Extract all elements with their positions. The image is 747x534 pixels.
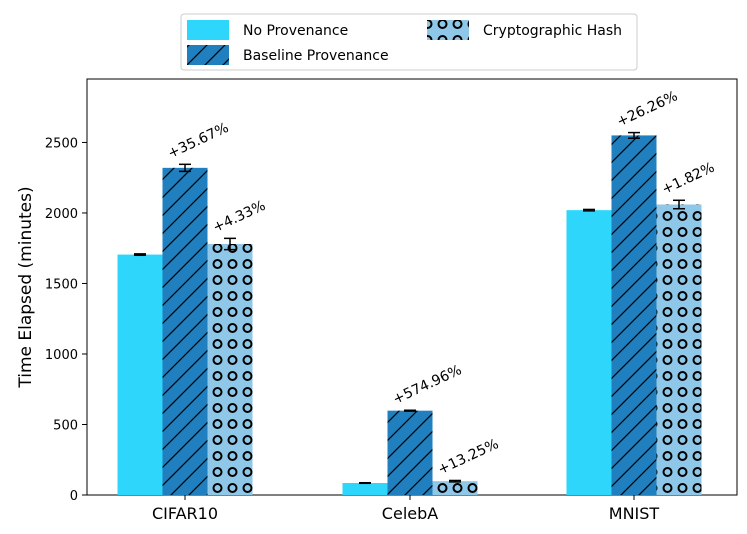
x-tick-label: MNIST — [609, 504, 660, 523]
bar-pattern — [611, 135, 657, 495]
x-tick-label: CIFAR10 — [152, 504, 218, 523]
legend-label: No Provenance — [243, 23, 348, 39]
y-tick-label: 500 — [53, 418, 78, 433]
legend-label: Baseline Provenance — [243, 48, 389, 64]
bar-annotation: +574.96% — [390, 362, 464, 408]
bar-pattern — [432, 481, 478, 495]
bar — [566, 210, 612, 496]
y-tick-label: 1500 — [45, 277, 78, 292]
legend-swatch — [187, 20, 229, 40]
y-tick-label: 0 — [70, 489, 78, 504]
legend-label: Cryptographic Hash — [483, 23, 622, 39]
x-tick-label: CelebA — [382, 504, 438, 523]
bar-pattern — [162, 167, 208, 495]
legend-swatch-pattern — [427, 20, 469, 40]
bar-pattern — [387, 410, 433, 495]
y-tick-label: 2000 — [45, 207, 78, 222]
bar-annotation: +35.67% — [165, 120, 231, 162]
legend-box — [180, 13, 638, 71]
bar-annotation: +26.26% — [614, 88, 680, 130]
bar-pattern — [656, 204, 702, 496]
bar-annotation: +4.33% — [210, 198, 268, 236]
bar-pattern — [207, 243, 253, 495]
bar-annotation: +13.25% — [435, 436, 501, 478]
legend-swatch-pattern — [187, 45, 229, 65]
bar — [342, 483, 388, 495]
y-tick-label: 2500 — [45, 136, 78, 151]
bar — [117, 254, 163, 495]
bar-annotation: +1.82% — [659, 160, 717, 198]
y-tick-label: 1000 — [45, 348, 78, 363]
y-axis-label: Time Elapsed (minutes) — [16, 186, 36, 388]
